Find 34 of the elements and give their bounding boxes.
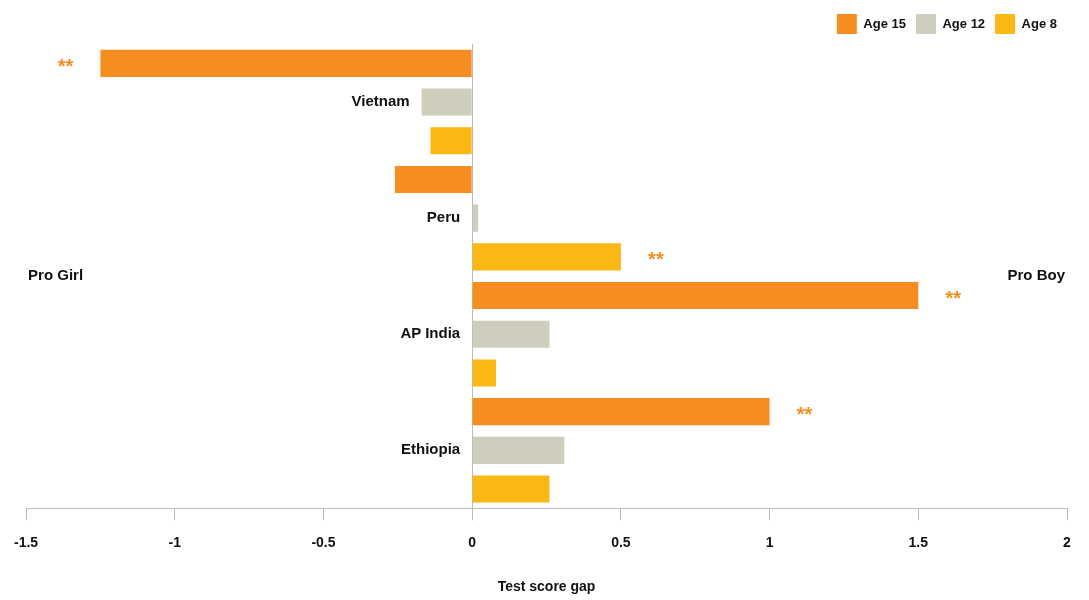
x-axis-title: Test score gap — [497, 578, 596, 595]
bar — [421, 88, 472, 116]
bar — [472, 204, 479, 232]
bar — [472, 436, 565, 464]
x-tick-label: -1 — [168, 533, 182, 550]
x-tick-label: 0 — [468, 533, 477, 550]
bar — [472, 243, 621, 271]
bar — [472, 398, 770, 426]
bar — [472, 475, 550, 503]
data-label: ** — [648, 248, 664, 271]
x-tick-label: 1.5 — [908, 533, 929, 550]
data-label: ** — [796, 403, 813, 426]
bar — [430, 127, 472, 155]
legend-label: Age 12 — [942, 15, 986, 31]
y-tick-label: Ethiopia — [401, 440, 461, 458]
y-tick-label: AP India — [400, 324, 461, 342]
data-label: ** — [57, 54, 74, 77]
bar — [472, 320, 550, 348]
y-tick-label: Vietnam — [351, 92, 410, 110]
x-tick-label: 0.5 — [611, 533, 631, 550]
data-label: ** — [945, 287, 962, 310]
bar — [394, 165, 472, 193]
x-tick-label: 1 — [765, 533, 774, 550]
bar — [100, 49, 472, 77]
legend-label: Age 15 — [863, 15, 906, 31]
legend-label: Age 8 — [1021, 15, 1058, 31]
x-tick-label: 2 — [1063, 533, 1072, 550]
x-tick-label: -1.5 — [14, 533, 39, 550]
annotation: Pro Boy — [1007, 266, 1066, 284]
y-tick-label: Peru — [426, 208, 461, 226]
x-tick-label: -0.5 — [311, 533, 336, 550]
bar — [472, 359, 496, 387]
annotation: Pro Girl — [28, 266, 84, 284]
bar — [472, 282, 919, 310]
